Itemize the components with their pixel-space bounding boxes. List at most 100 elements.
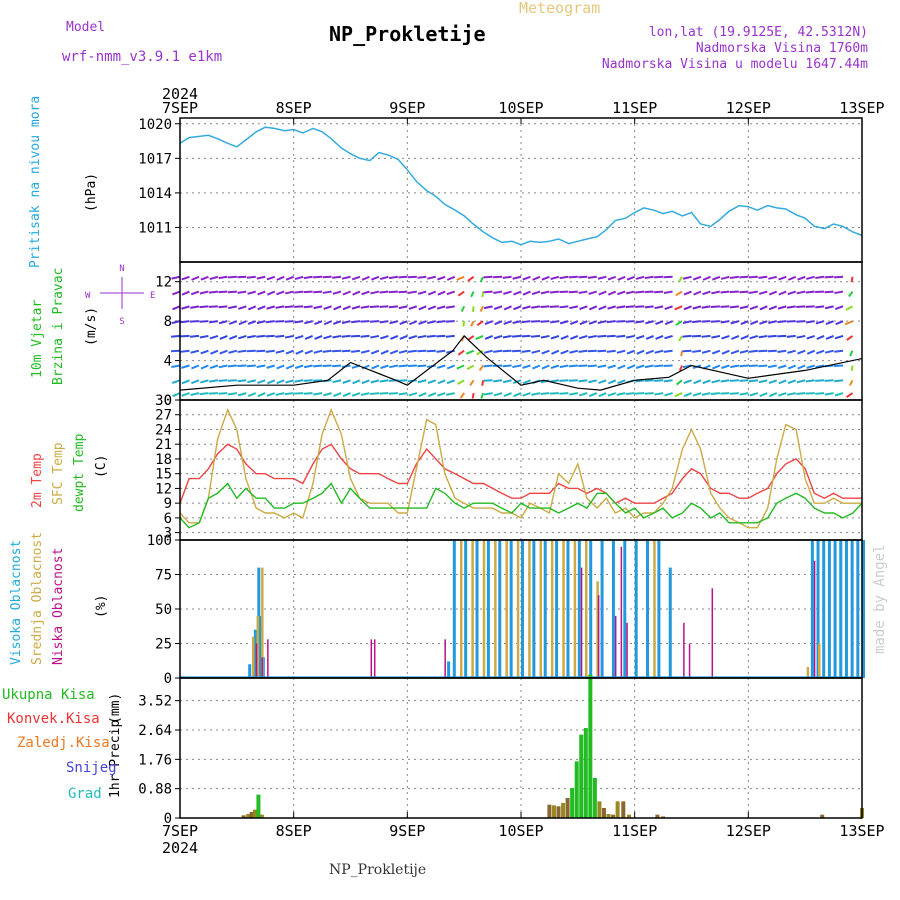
mid-cloud-bar [459, 540, 463, 678]
high-cloud-bar [810, 540, 814, 678]
mid-cloud-bar [516, 540, 520, 678]
precip-bar [574, 761, 579, 818]
low-cloud-bar [261, 657, 263, 678]
precip-bar [626, 814, 631, 818]
y-tick-label-2: 27 [155, 408, 172, 424]
low-cloud-bar [444, 639, 446, 678]
high-cloud-bar [475, 540, 479, 678]
high-cloud-bar [532, 540, 536, 678]
precip-bar [820, 814, 825, 818]
high-cloud-bar [447, 661, 451, 678]
mid-cloud-bar [471, 540, 474, 678]
high-cloud-bar [253, 629, 257, 678]
high-cloud-bar [668, 567, 672, 678]
high-cloud-bar [577, 540, 581, 678]
x-tick-label-bottom: 7SEP [162, 822, 198, 840]
x-tick-label-bottom: 10SEP [498, 822, 543, 840]
x-tick-label-bottom: 8SEP [276, 822, 312, 840]
high-cloud-bar [600, 540, 604, 678]
precip-bar [606, 814, 611, 818]
precip-bar [597, 801, 602, 818]
high-cloud-bar [521, 540, 524, 678]
x-tick-label-top: 7SEP [162, 99, 198, 117]
high-cloud-bar [464, 540, 468, 678]
high-cloud-bar [850, 540, 854, 678]
y-tick-label-1: 4 [164, 354, 172, 370]
precip-bar [256, 794, 261, 818]
compass-s: S [119, 317, 124, 327]
mid-cloud-bar [528, 540, 531, 678]
mid-cloud-bar [251, 636, 255, 678]
high-cloud-bar [827, 540, 831, 678]
meteogram-label: Meteogram [519, 0, 601, 17]
precip-bar [655, 814, 660, 818]
y-tick-label-3: 25 [155, 637, 172, 653]
footer-label: NP_Prokletije [329, 862, 427, 878]
x-tick-label-top: 8SEP [276, 99, 312, 117]
y-tick-label-2: 24 [155, 422, 172, 438]
high-cloud-bar [509, 540, 513, 678]
y-tick-label-2: 12 [155, 481, 172, 497]
panel-frame-1 [179, 261, 863, 401]
y-tick-label-0: 1020 [138, 117, 172, 133]
mid-cloud-bar [806, 666, 810, 678]
y-tick-label-1: 0 [164, 393, 172, 409]
low-cloud-bar [626, 622, 628, 678]
y-tick-label-3: 75 [155, 568, 172, 584]
low-cloud-bar [580, 567, 583, 678]
precip-bar [259, 814, 264, 818]
precip-bar [661, 816, 666, 818]
precip-bar [561, 803, 566, 818]
y-tick-label-0: 1011 [138, 220, 172, 236]
precip-bar [246, 814, 251, 818]
x-tick-label-bottom: 11SEP [612, 822, 657, 840]
precip-bar [579, 734, 584, 818]
mid-cloud-bar [505, 540, 508, 678]
panel-frame-4 [179, 677, 863, 819]
x-tick-label-top: 13SEP [839, 99, 884, 117]
year-top: 2024 [162, 85, 198, 103]
legend-convective: Konvek.Kisa [7, 711, 100, 727]
x-tick-label-bottom: 13SEP [839, 822, 884, 840]
high-cloud-bar [486, 540, 490, 678]
low-cloud-bar [267, 639, 269, 678]
precip-bar [249, 812, 254, 818]
mid-cloud-bar [256, 615, 260, 678]
high-cloud-bar [844, 540, 848, 678]
legend-frozen: Zaledj.Kisa [17, 735, 110, 751]
precip-bar [241, 815, 246, 818]
high-cloud-bar [839, 540, 843, 678]
panel-frame-2 [179, 399, 863, 541]
y-tick-label-3: 100 [147, 533, 172, 549]
y-tick-label-1: 12 [155, 275, 172, 291]
legend-snow: Snijeg [66, 760, 117, 776]
year-bottom: 2024 [162, 839, 198, 857]
low-cloud-bar [370, 639, 373, 678]
low-cloud-bar [683, 622, 685, 678]
precip-bar [556, 806, 561, 818]
precip-bar [592, 778, 597, 818]
x-tick-label-top: 11SEP [612, 99, 657, 117]
model-label: Model [66, 20, 106, 35]
high-cloud-bar [589, 540, 593, 678]
mid-cloud-bar [261, 567, 264, 678]
low-cloud-bar [813, 560, 816, 678]
precip-bar [583, 728, 588, 818]
high-cloud-bar [816, 540, 820, 678]
mid-cloud-bar [653, 540, 656, 678]
precip-bar [547, 804, 552, 818]
mid-cloud-bar [550, 540, 554, 678]
precip-bar [570, 788, 575, 818]
high-cloud-bar [543, 540, 547, 678]
precip-bar [565, 798, 570, 818]
mid-cloud-bar [494, 540, 497, 678]
y-tick-label-2: 15 [155, 467, 172, 483]
high-cloud-bar [646, 540, 650, 678]
low-cloud-bar [373, 639, 376, 678]
mid-cloud-bar [596, 581, 599, 678]
low-cloud-bar [711, 588, 714, 678]
high-cloud-bar [623, 540, 627, 678]
precip-bar [253, 809, 258, 818]
low-cloud-bar [255, 643, 258, 678]
